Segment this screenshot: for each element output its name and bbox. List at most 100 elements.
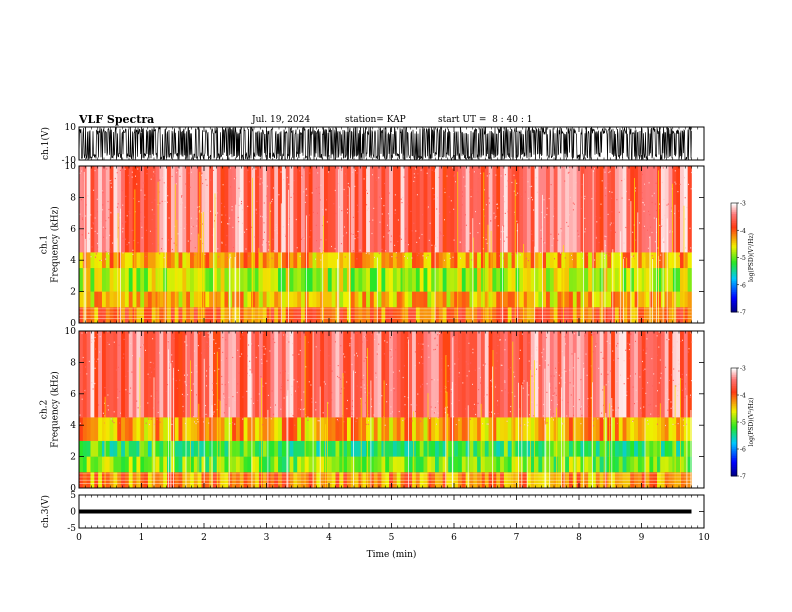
ch2-spectrogram-band-4 xyxy=(331,331,336,418)
ch1-spectrogram-speckle xyxy=(372,174,373,176)
ch2-spectrogram-speckle xyxy=(514,395,516,397)
ch1-spectrogram-speckle xyxy=(280,171,282,173)
ch1-spectrogram-band-3 xyxy=(182,252,187,269)
ch2-spectrogram-band-3 xyxy=(201,417,206,441)
ch2-spectrogram-band-3 xyxy=(235,417,241,441)
ch1-spectrogram-band-4 xyxy=(400,166,405,253)
ch1-spectrogram-band-3 xyxy=(580,252,585,269)
ch2-spectrogram-speckle xyxy=(204,407,206,410)
ch2-spectrogram-colorbar-cell xyxy=(731,438,737,441)
ch1-spectrogram-speckle xyxy=(427,206,429,208)
ch1-spectrogram-band-3 xyxy=(151,252,156,269)
ch1-spectrogram-speckle xyxy=(177,168,179,170)
ch1-spectrogram-ylabel: ch.1Frequency (kHz) xyxy=(40,206,61,283)
ch1-spectrogram-speckle xyxy=(93,189,95,191)
ch1-spectrogram-speckle xyxy=(516,253,518,255)
ch2-spectrogram-speckle xyxy=(349,343,351,345)
ch2-spectrogram-speckle xyxy=(546,422,548,424)
ch1-spectrogram-speckle xyxy=(554,195,556,197)
ch2-spectrogram-speckle xyxy=(107,409,109,411)
ch2-spectrogram-band-2 xyxy=(339,440,344,457)
ch1-spectrogram-speckle xyxy=(261,244,263,246)
ch2-spectrogram-band-3 xyxy=(293,417,298,441)
ch2-spectrogram-band-1 xyxy=(404,456,409,473)
ch1-spectrogram-speckle xyxy=(495,174,497,176)
ch1-spectrogram-colorbar-cell xyxy=(731,301,737,304)
ch1-spectrogram-band-1 xyxy=(607,291,612,308)
ch2-spectrogram-band-2 xyxy=(683,440,688,457)
ch1-spectrogram-speckle xyxy=(649,214,651,216)
ch1-spectrogram-speckle xyxy=(238,228,240,230)
ch1-spectrogram-band-3 xyxy=(400,252,405,269)
ch2-spectrogram-speckle xyxy=(157,402,159,404)
ch2-spectrogram-band-4 xyxy=(358,331,363,418)
ch2-spectrogram-speckle xyxy=(651,358,653,360)
ch1-spectrogram-band-2 xyxy=(473,268,478,292)
ch1-spectrogram-speckle xyxy=(611,211,613,213)
ch1-spectrogram-band-1 xyxy=(614,291,620,308)
ch1-spectrogram-speckle xyxy=(650,226,652,228)
ch2-spectrogram-band-4 xyxy=(404,331,409,418)
ch1-spectrogram-speckle xyxy=(540,237,542,240)
ch2-spectrogram-speckle xyxy=(581,414,583,416)
ch2-spectrogram-speckle xyxy=(398,370,400,372)
ch2-spectrogram-speckle xyxy=(88,348,90,350)
ch2-spectrogram-band-3 xyxy=(324,417,329,441)
ch1-spectrogram-band-1 xyxy=(588,291,593,308)
ch1-spectrogram-speckle xyxy=(651,195,653,197)
ch1-spectrogram-band-3 xyxy=(144,252,149,269)
ch2-spectrogram-band-4 xyxy=(243,331,248,418)
ch1-spectrogram-speckle xyxy=(155,228,157,230)
ch2-spectrogram-speckle xyxy=(690,394,691,396)
ch2-spectrogram-band-2 xyxy=(128,440,133,457)
ch1-spectrogram-speckle xyxy=(270,210,272,212)
ch1-spectrogram-band-4 xyxy=(174,166,179,253)
ch2-spectrogram-speckle xyxy=(79,422,81,424)
ch2-spectrogram-band-3 xyxy=(216,417,221,441)
ch2-spectrogram-band-2 xyxy=(159,440,164,457)
ch1-spectrogram-speckle xyxy=(402,196,404,199)
ch2-spectrogram-band-1 xyxy=(327,456,332,473)
ch2-spectrogram-speckle xyxy=(194,350,195,352)
ch1-spectrogram-band-2 xyxy=(343,268,348,292)
ch2-spectrogram-speckle xyxy=(391,357,393,359)
ch2-spectrogram-colorbar-cell xyxy=(731,373,737,376)
ch1-spectrogram-speckle xyxy=(417,254,419,257)
ch1-spectrogram-band-3 xyxy=(546,252,551,269)
ch1-spectrogram-speckle xyxy=(366,209,368,211)
ch1-spectrogram-band-1 xyxy=(534,291,539,308)
ch2-spectrogram-speckle xyxy=(182,405,184,408)
ch2-spectrogram-band-2 xyxy=(228,440,233,457)
ch2-spectrogram-speckle xyxy=(204,349,206,351)
ch1-spectrogram-band-1 xyxy=(523,291,528,308)
ch1-spectrogram-band-4 xyxy=(232,166,237,253)
ch1-spectrogram-speckle xyxy=(132,229,134,231)
ch2-spectrogram-speckle xyxy=(137,407,139,409)
ch2-spectrogram-band-4 xyxy=(618,331,623,418)
ch1-spectrogram-band-4 xyxy=(331,166,336,253)
ch1-spectrogram-band-2 xyxy=(438,268,443,292)
ch2-spectrogram-speckle xyxy=(171,354,173,356)
ch1-spectrogram-speckle xyxy=(136,183,138,185)
ch1-spectrogram-speckle xyxy=(395,257,397,259)
ch1-spectrogram-band-1 xyxy=(385,291,390,308)
ch2-spectrogram-band-2 xyxy=(473,440,478,457)
ch2-spectrogram-band-4 xyxy=(492,331,497,418)
ch2-spectrogram-band-3 xyxy=(477,417,482,441)
ch1-spectrogram-speckle xyxy=(411,257,413,259)
ch2-spectrogram-colorbar-cell xyxy=(731,447,737,450)
ch1-spectrogram-speckle xyxy=(226,235,228,237)
ch2-spectrogram-band-4 xyxy=(205,331,210,418)
ch2-spectrogram-band-1 xyxy=(419,456,424,473)
ch1-spectrogram-speckle xyxy=(595,237,597,239)
ch1-spectrogram-band-2 xyxy=(549,268,554,292)
x-tick-label: 1 xyxy=(139,533,145,543)
ch2-spectrogram-band-4 xyxy=(561,331,566,418)
ch1-spectrogram-speckle xyxy=(153,213,155,215)
ch2-spectrogram-speckle xyxy=(645,392,647,394)
ch1-spectrogram-band-4 xyxy=(496,166,501,253)
ch1-spectrogram-colorbar-cell xyxy=(731,213,737,217)
ch1-spectrogram-band-2 xyxy=(649,268,654,292)
ch2-spectrogram-speckle xyxy=(438,402,440,404)
ch1-spectrogram-speckle xyxy=(293,180,295,182)
